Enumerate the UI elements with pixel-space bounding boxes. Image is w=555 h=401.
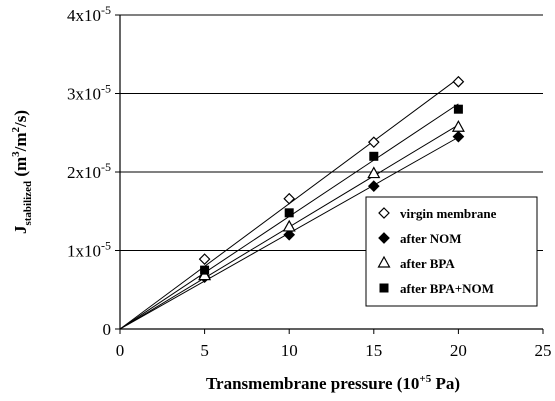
data-point [453,104,463,114]
data-point [367,180,380,192]
legend: virgin membrane after NOM after BPA after B… [365,196,538,307]
legend-marker [377,255,391,268]
data-point [198,253,211,265]
x-tick-label: 5 [200,341,209,360]
data-point [367,166,381,179]
data-point [284,208,294,218]
x-tick-label: 20 [450,341,467,360]
legend-label: after BPA+NOM [400,281,494,296]
data-point [283,228,296,241]
y-tick-label: 3x10-5 [67,82,111,104]
legend-label: virgin membrane [400,206,497,221]
x-tick-label: 25 [535,341,552,360]
data-point [283,192,296,205]
legend-box [365,196,538,307]
legend-label: after NOM [400,231,461,246]
data-point [282,219,296,232]
data-point [369,151,379,161]
data-point [452,130,465,143]
y-tick-label: 0 [103,320,112,339]
y-axis-title: Jstabilized (m3/m2/s) [10,110,34,234]
x-tick-label: 10 [281,341,298,360]
x-tick-label: 15 [365,341,382,360]
legend-marker [378,207,390,219]
x-tick-label: 0 [116,341,125,360]
ticks: 0 1x10-5 2x10-5 3x10-5 4x10-5 0 5 10 15 20 25 [67,3,552,360]
data-point [452,75,465,88]
x-axis-title: Transmembrane pressure (10+5 Pa) [206,373,460,393]
legend-label: after BPA [400,256,455,271]
data-points [198,75,465,284]
data-point [200,265,210,275]
data-point [367,136,380,149]
legend-marker [378,232,390,244]
data-point [451,120,465,132]
y-tick-label: 4x10-5 [67,3,111,25]
legend-marker [379,283,389,293]
y-tick-label: 1x10-5 [67,239,111,261]
y-tick-label: 2x10-5 [67,160,111,182]
